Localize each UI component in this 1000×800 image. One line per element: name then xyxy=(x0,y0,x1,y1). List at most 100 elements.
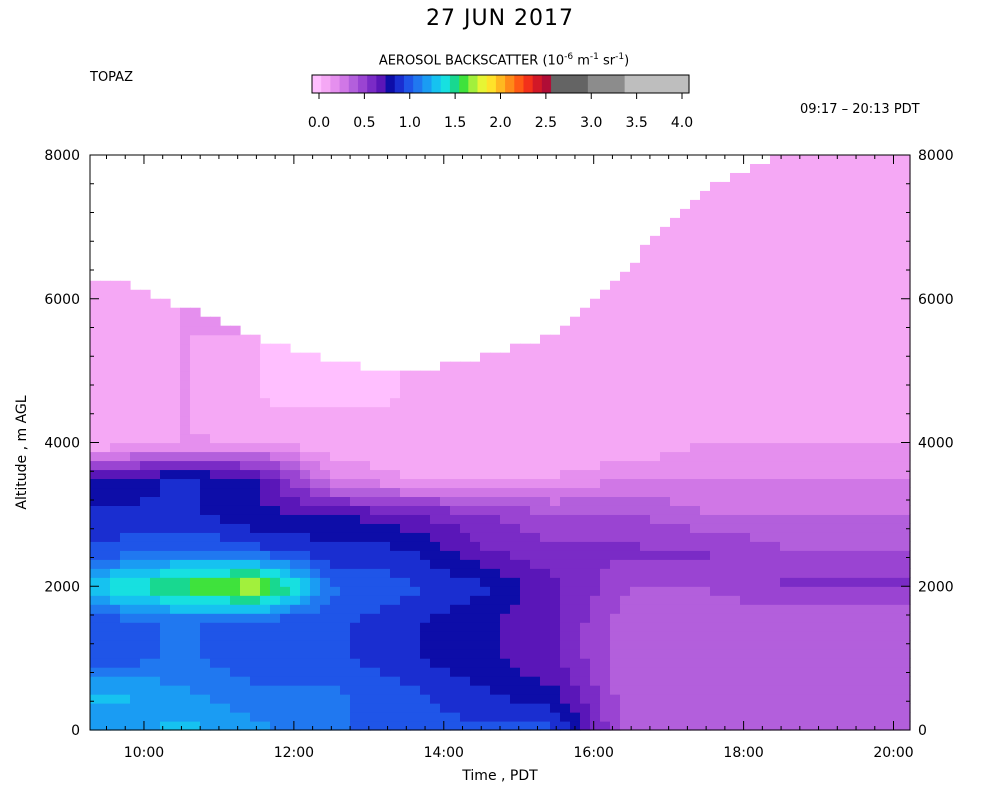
heatmap-cell xyxy=(870,163,881,174)
heatmap-cell xyxy=(170,613,181,623)
heatmap-cell xyxy=(830,316,841,327)
heatmap-cell xyxy=(790,595,801,605)
heatmap-cell xyxy=(580,424,591,435)
heatmap-cell xyxy=(690,307,701,318)
heatmap-cell xyxy=(360,577,371,587)
heatmap-cell xyxy=(760,451,771,462)
heatmap-cell xyxy=(790,181,801,192)
heatmap-cell xyxy=(840,280,851,291)
heatmap-cell xyxy=(400,604,411,614)
heatmap-cell xyxy=(110,604,121,614)
heatmap-cell xyxy=(680,361,691,372)
heatmap-cell xyxy=(720,703,731,713)
heatmap-cell xyxy=(240,442,251,453)
heatmap-cell xyxy=(410,532,421,542)
heatmap-cell xyxy=(460,433,471,444)
heatmap-cell xyxy=(780,712,791,722)
heatmap-cell xyxy=(270,649,281,659)
heatmap-cell xyxy=(500,451,511,462)
heatmap-cell xyxy=(640,559,651,569)
heatmap-cell xyxy=(770,244,781,255)
colorbar-swatch xyxy=(312,75,322,93)
heatmap-cell xyxy=(680,388,691,399)
heatmap-cell xyxy=(220,442,231,453)
heatmap-cell xyxy=(770,505,781,515)
heatmap-cell xyxy=(270,640,281,650)
heatmap-cell xyxy=(550,631,561,641)
heatmap-cell xyxy=(610,550,621,560)
heatmap-cell xyxy=(350,397,361,408)
heatmap-cell xyxy=(320,514,331,524)
heatmap-cell xyxy=(800,199,811,210)
heatmap-cell xyxy=(610,631,621,641)
heatmap-cell xyxy=(770,541,781,551)
heatmap-cell xyxy=(270,703,281,713)
heatmap-cell xyxy=(720,694,731,704)
heatmap-cell xyxy=(650,262,661,273)
heatmap-cell xyxy=(110,370,121,381)
heatmap-cell xyxy=(290,370,301,381)
heatmap-cell xyxy=(740,595,751,605)
heatmap-cell xyxy=(840,316,851,327)
heatmap-cell xyxy=(190,676,201,686)
heatmap-cell xyxy=(680,487,691,497)
heatmap-cell xyxy=(230,649,241,659)
heatmap-cell xyxy=(840,262,851,273)
heatmap-cell xyxy=(750,226,761,237)
heatmap-cell xyxy=(450,604,461,614)
colorbar-swatch xyxy=(394,75,405,93)
heatmap-cell xyxy=(580,586,591,596)
heatmap-cell xyxy=(320,577,331,587)
heatmap-cell xyxy=(870,451,881,462)
heatmap-cell xyxy=(650,604,661,614)
heatmap-cell xyxy=(190,532,201,542)
heatmap-cell xyxy=(660,640,671,650)
heatmap-cell xyxy=(370,505,381,515)
heatmap-cell xyxy=(450,451,461,462)
heatmap-cell xyxy=(490,460,501,471)
heatmap-cell xyxy=(560,568,571,578)
heatmap-cell xyxy=(820,487,831,497)
heatmap-cell xyxy=(540,712,551,722)
heatmap-cell xyxy=(210,334,221,345)
heatmap-cell xyxy=(600,406,611,417)
heatmap-cell xyxy=(790,514,801,524)
heatmap-cell xyxy=(870,307,881,318)
heatmap-cell xyxy=(660,379,671,390)
heatmap-cell xyxy=(330,523,341,533)
heatmap-cell xyxy=(320,685,331,695)
heatmap-cell xyxy=(670,613,681,623)
heatmap-cell xyxy=(90,388,101,399)
heatmap-cell xyxy=(360,685,371,695)
heatmap-cell xyxy=(890,523,901,533)
heatmap-cell xyxy=(530,712,541,722)
heatmap-cell xyxy=(700,244,711,255)
heatmap-cell xyxy=(90,469,101,480)
heatmap-cell xyxy=(560,703,571,713)
heatmap-cell xyxy=(690,325,701,336)
heatmap-cell xyxy=(830,451,841,462)
heatmap-cell xyxy=(800,532,811,542)
heatmap-cell xyxy=(730,325,741,336)
heatmap-cell xyxy=(760,190,771,201)
heatmap-cell xyxy=(750,658,761,668)
heatmap-cell xyxy=(300,469,311,480)
heatmap-cell xyxy=(790,190,801,201)
heatmap-cell xyxy=(490,523,501,533)
heatmap-cell xyxy=(740,442,751,453)
heatmap-cell xyxy=(460,667,471,677)
heatmap-cell xyxy=(490,532,501,542)
y-tick-label-right: 4000 xyxy=(918,436,954,452)
heatmap-cell xyxy=(520,694,531,704)
heatmap-cell xyxy=(440,658,451,668)
heatmap-cell xyxy=(200,586,211,596)
heatmap-cell xyxy=(510,379,521,390)
heatmap-cell xyxy=(690,442,701,453)
heatmap-cell xyxy=(230,379,241,390)
heatmap-cell xyxy=(660,523,671,533)
heatmap-cell xyxy=(530,721,541,731)
heatmap-cell xyxy=(310,586,321,596)
heatmap-cell xyxy=(820,388,831,399)
heatmap-cell xyxy=(750,685,761,695)
heatmap-cell xyxy=(390,406,401,417)
